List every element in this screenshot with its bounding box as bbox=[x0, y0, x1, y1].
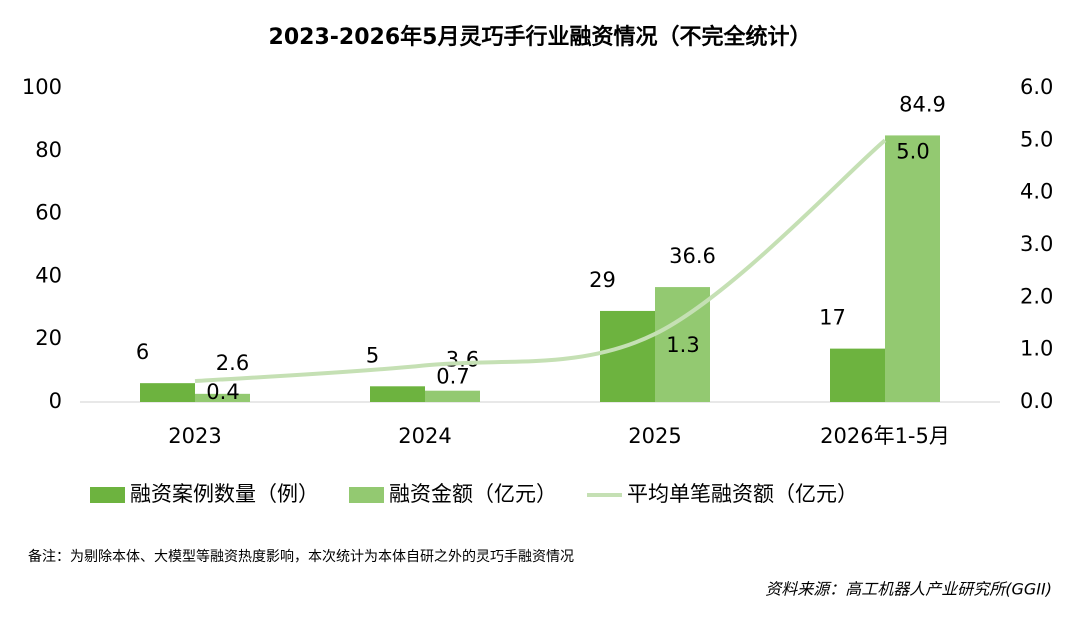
y2-tick-label: 4.0 bbox=[1020, 180, 1053, 204]
bar bbox=[195, 393, 250, 402]
y2-tick-label: 0.0 bbox=[1020, 389, 1053, 413]
note: 备注：为剔除本体、大模型等融资热度影响，本次统计为本体自研之外的灵巧手融资情况 bbox=[28, 548, 574, 565]
x-tick-label: 2026年1-5月 bbox=[820, 424, 950, 448]
bar-value-label: 84.9 bbox=[899, 92, 946, 116]
x-tick-label: 2024 bbox=[398, 424, 451, 448]
y-tick-label: 20 bbox=[35, 326, 62, 350]
y-tick-label: 80 bbox=[35, 138, 62, 162]
bar-value-label: 5 bbox=[366, 343, 379, 367]
bar bbox=[830, 348, 885, 402]
y-tick-label: 100 bbox=[22, 75, 62, 99]
legend-label: 融资案例数量（例） bbox=[130, 482, 319, 506]
legend-label: 平均单笔融资额（亿元） bbox=[627, 482, 858, 506]
y-tick-label: 0 bbox=[49, 389, 62, 413]
bar-value-label: 29 bbox=[589, 268, 616, 292]
bar bbox=[425, 390, 480, 402]
bar-value-label: 3.6 bbox=[446, 348, 479, 372]
bar-value-label: 36.6 bbox=[669, 244, 716, 268]
y2-tick-label: 6.0 bbox=[1020, 75, 1053, 99]
line-value-label: 0.4 bbox=[206, 380, 239, 404]
bar bbox=[370, 386, 425, 402]
y2-tick-label: 5.0 bbox=[1020, 127, 1053, 151]
y2-tick-label: 1.0 bbox=[1020, 337, 1053, 361]
legend-marker bbox=[349, 487, 384, 503]
bar-value-label: 17 bbox=[819, 306, 846, 330]
chart-title: 2023-2026年5月灵巧手行业融资情况（不完全统计） bbox=[269, 24, 812, 50]
y2-tick-label: 2.0 bbox=[1020, 284, 1053, 308]
y2-tick-label: 3.0 bbox=[1020, 232, 1053, 256]
x-tick-label: 2023 bbox=[168, 424, 221, 448]
y-tick-label: 40 bbox=[35, 263, 62, 287]
line-value-label: 1.3 bbox=[666, 333, 699, 357]
bar-value-label: 6 bbox=[136, 340, 149, 364]
source: 资料来源：高工机器人产业研究所(GGII) bbox=[765, 580, 1052, 599]
y-tick-label: 60 bbox=[35, 201, 62, 225]
line bbox=[194, 138, 887, 384]
bar bbox=[885, 135, 940, 402]
legend-label: 融资金额（亿元） bbox=[389, 482, 557, 506]
legend-marker bbox=[90, 487, 125, 503]
line-value-label: 0.7 bbox=[436, 364, 469, 388]
bar bbox=[140, 383, 195, 402]
bar bbox=[600, 310, 655, 402]
line-value-label: 5.0 bbox=[896, 139, 929, 163]
x-tick-label: 2025 bbox=[628, 424, 681, 448]
bar-value-label: 2.6 bbox=[216, 351, 249, 375]
